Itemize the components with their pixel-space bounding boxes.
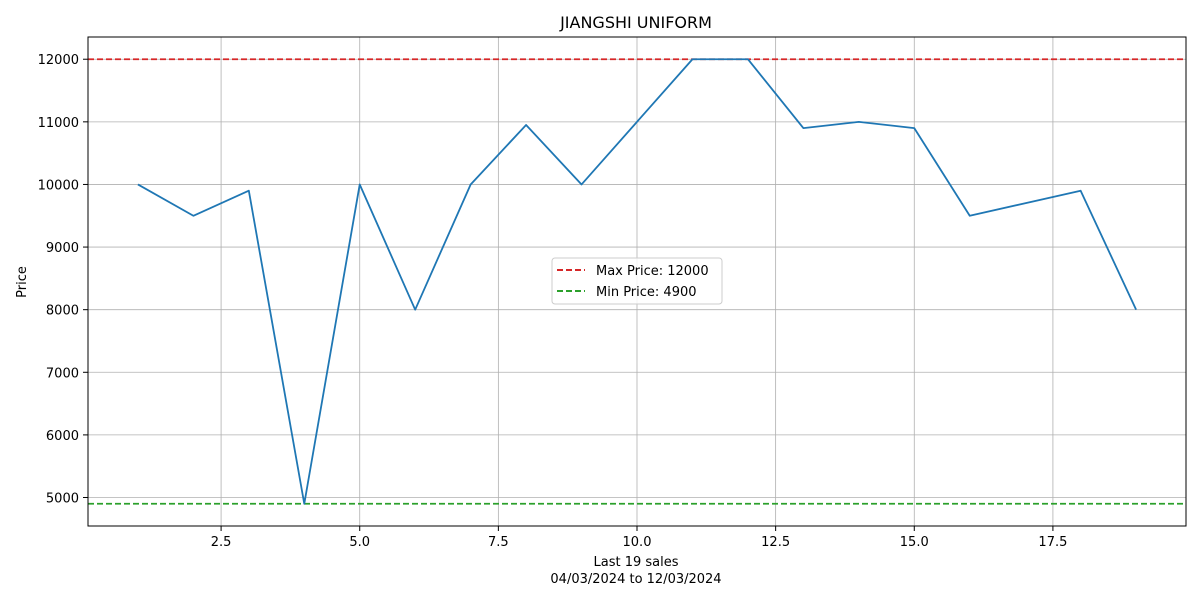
chart-title: JIANGSHI UNIFORM (559, 13, 712, 32)
legend-max-price-label: Max Price: 12000 (596, 264, 709, 279)
y-tick-label: 11000 (38, 116, 79, 131)
x-tick-label: 2.5 (211, 535, 232, 550)
x-tick-label: 17.5 (1038, 535, 1067, 550)
legend-min-price-label: Min Price: 4900 (596, 285, 697, 300)
x-tick-label: 12.5 (761, 535, 790, 550)
series (137, 58, 1137, 505)
x-tick-label: 10.0 (623, 535, 652, 550)
legend: Max Price: 12000 Min Price: 4900 (551, 257, 723, 305)
x-axis-label: Last 19 sales (593, 555, 678, 570)
y-tick-label: 7000 (46, 366, 79, 381)
y-tick-label: 12000 (38, 53, 79, 68)
reference-lines (88, 58, 1186, 505)
y-tick-label: 6000 (46, 429, 79, 444)
legend-box (551, 257, 723, 305)
y-tick-label: 8000 (46, 304, 79, 319)
y-axis-label: Price (15, 266, 30, 298)
y-tick-label: 9000 (46, 241, 79, 256)
x-tick-label: 7.5 (488, 535, 509, 550)
x-tick-label: 5.0 (349, 535, 370, 550)
x-axis-ticks: 2.5 5.0 7.5 10.0 12.5 15.0 17.5 (211, 526, 1067, 550)
y-axis-ticks: 5000 6000 7000 8000 9000 10000 11000 12000 (38, 53, 88, 507)
x-tick-label: 15.0 (900, 535, 929, 550)
x-axis-sublabel: 04/03/2024 to 12/03/2024 (550, 572, 721, 587)
y-tick-label: 5000 (46, 492, 79, 507)
y-tick-label: 10000 (38, 178, 79, 193)
price-series-line (137, 58, 1137, 505)
